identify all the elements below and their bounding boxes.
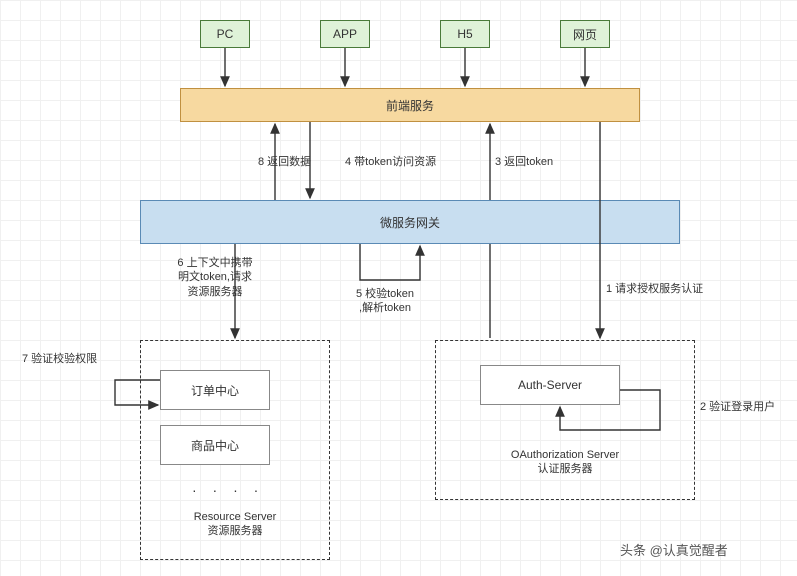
edge3-label: 3 返回token [495,155,575,169]
client-h5: H5 [440,20,490,48]
auth-server-label: Auth-Server [518,378,582,392]
resource-dots: · · · · [192,482,264,498]
order-center-label: 订单中心 [191,382,239,399]
edge5-label: 5 校验token ,解析token [335,287,435,316]
auth-server-title: OAuthorization Server 认证服务器 [490,448,640,477]
watermark: 头条 @认真觉醒者 [620,540,728,559]
gateway: 微服务网关 [140,200,680,244]
frontend-label: 前端服务 [386,97,434,114]
client-web-label: 网页 [573,26,597,43]
client-web: 网页 [560,20,610,48]
client-app: APP [320,20,370,48]
goods-center-box: 商品中心 [160,425,270,465]
goods-center-label: 商品中心 [191,437,239,454]
client-pc-label: PC [217,27,234,41]
edge6-label: 6 上下文中携带 明文token,请求 资源服务器 [165,256,265,299]
gateway-label: 微服务网关 [380,214,440,231]
client-h5-label: H5 [457,27,472,41]
edge7-label: 7 验证校验权限 [22,352,112,366]
edge4-label: 4 带token访问资源 [345,155,455,169]
edge8-label: 8 返回数据 [258,155,338,169]
order-center-box: 订单中心 [160,370,270,410]
resource-server-title: Resource Server 资源服务器 [175,510,295,539]
client-pc: PC [200,20,250,48]
auth-server-box: Auth-Server [480,365,620,405]
frontend-service: 前端服务 [180,88,640,122]
client-app-label: APP [333,27,357,41]
edge1-label: 1 请求授权服务认证 [606,282,706,296]
edge2-label: 2 验证登录用户 [700,400,780,414]
